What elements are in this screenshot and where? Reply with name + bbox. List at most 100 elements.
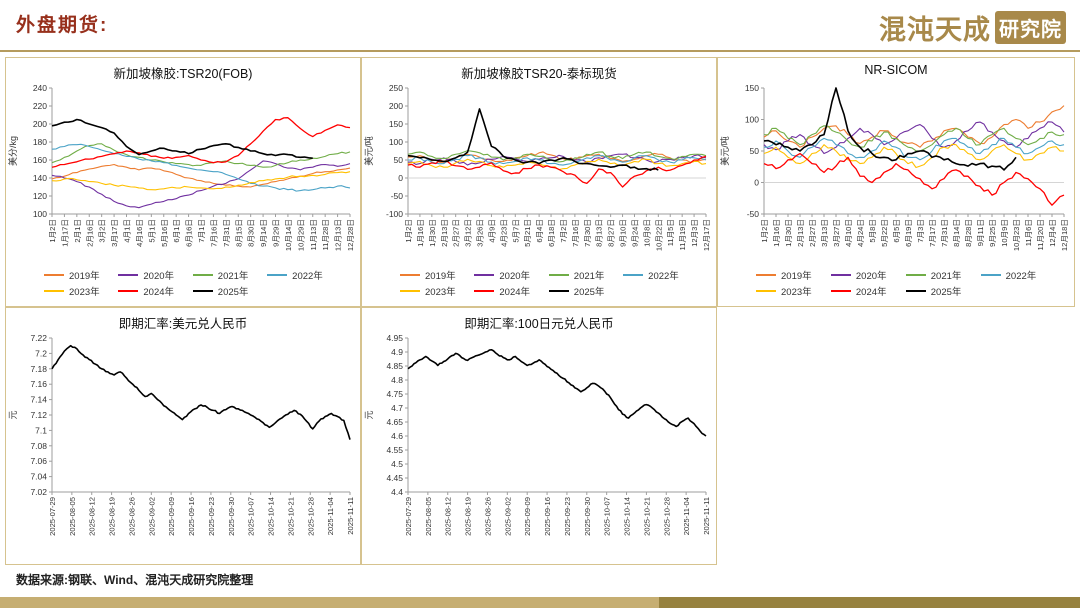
svg-text:9月11日: 9月11日 [976,219,985,246]
legend-label: 2022年 [1005,271,1037,282]
legend-item: 2019年 [400,267,474,283]
legend-item: 2024年 [830,283,906,299]
legend-item: 2024年 [474,283,548,299]
legend-label: 2025年 [217,287,249,298]
svg-text:8月27日: 8月27日 [607,219,616,247]
legend-swatch [192,290,213,292]
slide-header: 外盘期货: 混沌天成 研究院 [0,0,1080,52]
svg-text:9月10日: 9月10日 [619,219,628,247]
svg-text:2025-09-30: 2025-09-30 [227,497,236,536]
legend-label: 2023年 [425,287,456,298]
svg-text:4.4: 4.4 [391,487,403,497]
svg-text:7月17日: 7月17日 [928,219,937,247]
legend-item: 2022年 [623,267,697,283]
legend-swatch [400,274,420,276]
legend-swatch [548,274,569,276]
svg-text:4.85: 4.85 [386,361,403,371]
svg-text:4.75: 4.75 [386,389,403,399]
svg-text:1月2日: 1月2日 [760,219,769,243]
svg-text:美元/吨: 美元/吨 [363,136,374,166]
legend-swatch [474,290,495,292]
legend-swatch [267,274,288,276]
legend-label: 2020年 [855,271,887,282]
chart-legend: 2019年 2020年 2021年 2022年 2023年 2024年 2025年 [6,264,360,299]
svg-text:2月13日: 2月13日 [440,219,449,247]
svg-text:2025-08-19: 2025-08-19 [464,497,473,536]
legend-swatch [192,274,213,276]
brand-logo: 混沌天成 研究院 [879,8,1066,47]
svg-text:6月5日: 6月5日 [892,219,901,243]
svg-text:11月13日: 11月13日 [309,219,318,251]
svg-text:9月24日: 9月24日 [630,219,639,247]
legend-swatch [44,274,64,276]
svg-text:2025-07-29: 2025-07-29 [404,497,413,536]
svg-text:4月24日: 4月24日 [856,219,865,247]
legend-label: 2019年 [425,271,456,282]
legend-item: 2024年 [118,283,192,299]
svg-text:2025-09-23: 2025-09-23 [563,497,572,536]
legend-swatch [756,290,776,292]
chart-panel-jpy-cny: 即期汇率:100日元兑人民币 4.4 4.45 4.5 4.55 4.6 4.65 4.7 4… [361,307,717,565]
svg-text:4.8: 4.8 [391,375,403,385]
svg-text:7.04: 7.04 [30,472,47,482]
svg-text:100: 100 [33,209,47,219]
svg-text:2025-09-02: 2025-09-02 [503,497,512,536]
svg-text:3月27日: 3月27日 [832,219,841,247]
svg-text:7月31日: 7月31日 [940,219,949,247]
svg-text:50: 50 [394,155,404,165]
svg-text:8月28日: 8月28日 [964,219,973,247]
legend-swatch [905,274,926,276]
svg-text:11月6日: 11月6日 [1024,219,1033,246]
svg-text:7月30日: 7月30日 [583,219,592,247]
svg-text:9月29日: 9月29日 [272,219,281,247]
chart-title: 新加坡橡胶TSR20-泰标现货 [461,67,617,81]
svg-text:7.16: 7.16 [30,379,47,389]
chart-title: 即期汇率:美元兑人民币 [118,317,248,331]
svg-text:2025-10-21: 2025-10-21 [286,497,295,536]
svg-text:12月28日: 12月28日 [346,219,355,251]
legend-label: 2020年 [143,271,175,282]
legend-swatch [756,274,776,276]
svg-text:7.14: 7.14 [30,395,47,405]
legend-swatch [400,290,420,292]
legend-item: 2019年 [44,267,118,283]
svg-text:4月10日: 4月10日 [844,219,853,247]
svg-text:2月27日: 2月27日 [452,219,461,247]
svg-text:7月31日: 7月31日 [222,219,231,247]
svg-text:1月30日: 1月30日 [784,219,793,247]
svg-text:2025-08-05: 2025-08-05 [424,497,433,536]
svg-text:220: 220 [33,101,47,111]
legend-label: 2024年 [143,287,175,298]
svg-text:美元/吨: 美元/吨 [719,136,730,166]
legend-item: 2023年 [756,283,831,299]
svg-text:2025-08-12: 2025-08-12 [88,497,97,536]
svg-text:2025-09-09: 2025-09-09 [167,497,176,536]
legend-item: 2020年 [830,267,906,283]
svg-text:6月19日: 6月19日 [904,219,913,247]
svg-text:4.95: 4.95 [386,333,403,343]
svg-text:11月28日: 11月28日 [321,219,330,251]
svg-text:0: 0 [398,173,403,183]
svg-text:5月21日: 5月21日 [523,219,532,247]
svg-text:2025-10-14: 2025-10-14 [623,497,632,536]
svg-text:12月18日: 12月18日 [1060,219,1069,251]
legend-swatch [44,290,64,292]
svg-text:8月15日: 8月15日 [234,219,243,247]
svg-text:4.55: 4.55 [386,445,403,455]
svg-text:7.1: 7.1 [35,425,47,435]
svg-text:2025-10-07: 2025-10-07 [603,497,612,536]
svg-text:2025-09-09: 2025-09-09 [523,497,532,536]
svg-text:2月27日: 2月27日 [808,219,817,247]
svg-text:2025-09-16: 2025-09-16 [543,497,552,536]
svg-text:2月16日: 2月16日 [85,219,94,247]
page-title: 外盘期货: [16,15,109,36]
svg-text:7.06: 7.06 [30,456,47,466]
chart-title: 新加坡橡胶:TSR20(FOB) [113,67,253,81]
chart-plot-usd-cny: 7.02 7.04 7.06 7.08 7.1 7.12 7.14 7.16 7.18 7.2 7.… [6,330,360,558]
svg-text:元: 元 [8,410,18,419]
svg-text:12月4日: 12月4日 [1048,219,1057,247]
legend-label: 2019年 [781,271,812,282]
svg-text:-100: -100 [386,209,403,219]
legend-label: 2025年 [930,287,962,298]
svg-text:120: 120 [33,191,47,201]
